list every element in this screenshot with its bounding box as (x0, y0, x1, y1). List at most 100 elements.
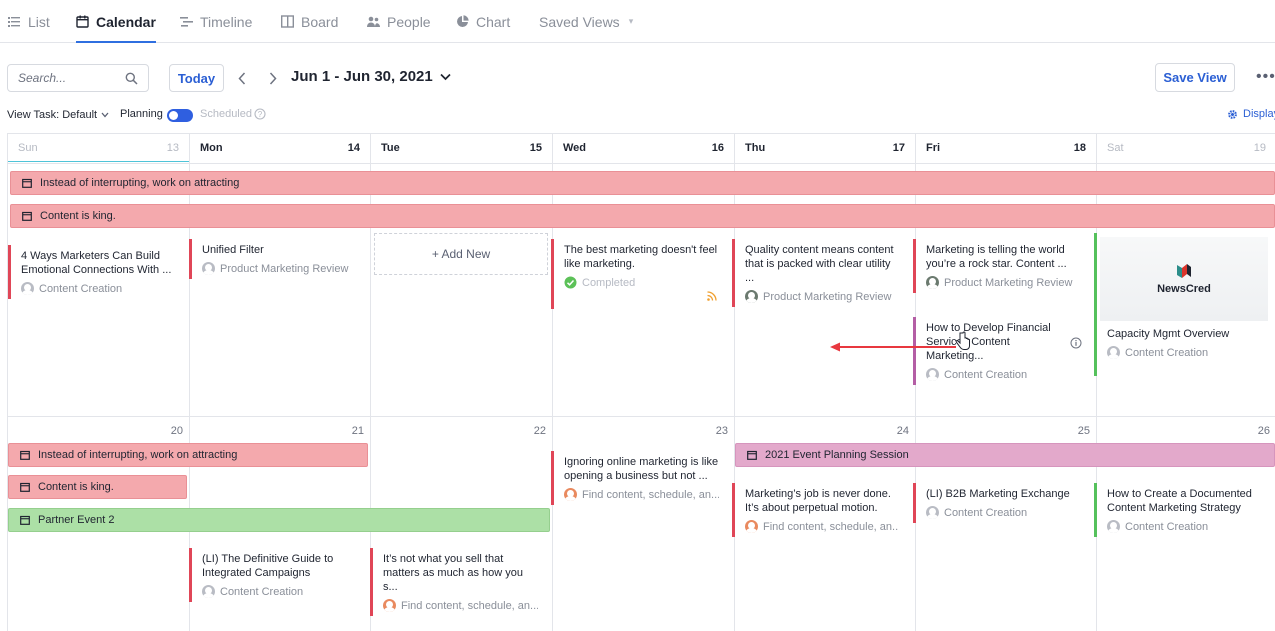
card-title: It’s not what you sell that matters as m… (383, 553, 524, 593)
day-number: 19 (1253, 142, 1266, 154)
search-input[interactable] (18, 71, 118, 85)
event-bar[interactable]: Content is king. (10, 204, 1275, 228)
search-box[interactable] (7, 64, 149, 92)
card-title: (LI) B2B Marketing Exchange (926, 488, 1070, 500)
card-status: Completed (582, 276, 636, 289)
task-card[interactable]: Capacity Mgmt Overview Content Creation (1094, 233, 1275, 376)
logo-text: NewsCred (1157, 283, 1211, 295)
event-title: 2021 Event Planning Session (765, 449, 909, 461)
people-icon (367, 16, 380, 27)
task-card[interactable]: (LI) B2B Marketing Exchange Content Crea… (913, 483, 1088, 523)
event-bar[interactable]: Partner Event 2 (8, 508, 550, 532)
tab-calendar[interactable]: Calendar (76, 0, 156, 43)
task-card[interactable]: How to Create a Documented Content Marke… (1094, 483, 1270, 537)
day-number: 13 (166, 141, 179, 154)
tab-label: People (387, 13, 431, 30)
day-header-tue: Tue 15 (371, 134, 552, 162)
task-card[interactable]: The best marketing doesn't feel like mar… (551, 239, 727, 309)
planning-toggle[interactable] (167, 109, 193, 122)
newscred-logo (1177, 264, 1191, 278)
date-range-picker[interactable]: Jun 1 - Jun 30, 2021 (291, 68, 451, 85)
list-icon (8, 17, 20, 27)
tab-list[interactable]: List (8, 0, 50, 43)
avatar (202, 585, 215, 598)
save-view-button[interactable]: Save View (1155, 63, 1235, 92)
view-options-row: View Task: Default Planning Scheduled ? (7, 108, 266, 122)
day-number: 16 (711, 142, 724, 154)
chevron-down-icon (440, 73, 451, 80)
tab-label: List (28, 13, 50, 30)
task-card[interactable]: How to Develop Financial Services Conten… (913, 317, 1088, 385)
event-title: Partner Event 2 (38, 514, 115, 526)
board-icon (281, 15, 294, 28)
calendar-icon (20, 482, 30, 492)
tab-chart[interactable]: Chart (456, 0, 510, 43)
day-number: 15 (529, 142, 542, 154)
display-button[interactable]: Display (1227, 108, 1275, 120)
task-card[interactable]: Unified Filter Product Marketing Review (189, 239, 364, 279)
tab-label: Calendar (96, 13, 156, 30)
day-header-mon: Mon 14 (190, 134, 370, 162)
event-title: Instead of interrupting, work on attract… (38, 449, 238, 461)
event-bar[interactable]: 2021 Event Planning Session (735, 443, 1275, 467)
today-button[interactable]: Today (169, 64, 224, 92)
card-project: Find content, schedule, an... (763, 520, 899, 533)
task-card[interactable]: 4 Ways Marketers Can Build Emotional Con… (8, 245, 182, 299)
more-options-icon[interactable]: ••• (1256, 68, 1275, 85)
day-header-sun: Sun 13 (8, 134, 189, 162)
day-name: Wed (563, 142, 587, 154)
hand-cursor-icon (955, 331, 970, 350)
event-bar[interactable]: Instead of interrupting, work on attract… (8, 443, 368, 467)
card-project: Content Creation (1125, 520, 1209, 533)
day-number: 23 (715, 425, 728, 437)
next-month-button[interactable] (265, 68, 281, 88)
event-bar[interactable]: Instead of interrupting, work on attract… (10, 171, 1275, 195)
task-card[interactable]: Quality content means content that is pa… (732, 239, 907, 307)
day-number: 17 (892, 142, 905, 154)
tab-saved-views[interactable]: Saved Views ▾ (539, 0, 633, 43)
event-bar[interactable]: Content is king. (8, 475, 187, 499)
view-task-dropdown[interactable]: View Task: Default (7, 109, 109, 121)
chart-icon (457, 15, 469, 27)
avatar (926, 506, 939, 519)
day-number: 18 (1073, 142, 1086, 154)
tab-people[interactable]: People (367, 0, 431, 43)
task-card[interactable]: Ignoring online marketing is like openin… (551, 451, 727, 505)
tab-board[interactable]: Board (281, 0, 338, 43)
card-title: Marketing’s job is never done. It’s abou… (745, 488, 891, 514)
planning-label: Planning (120, 108, 163, 120)
day-name: Mon (200, 142, 223, 154)
avatar (745, 520, 758, 533)
task-card[interactable]: (LI) The Definitive Guide to Integrated … (189, 548, 364, 602)
card-title: The best marketing doesn't feel like mar… (564, 244, 718, 270)
gear-icon (1228, 109, 1237, 119)
task-card[interactable]: Marketing’s job is never done. It’s abou… (732, 483, 907, 537)
card-title: Unified Filter (202, 244, 264, 256)
help-icon[interactable]: ? (254, 108, 266, 120)
card-title: (LI) The Definitive Guide to Integrated … (202, 553, 334, 579)
card-project: Content Creation (1125, 346, 1209, 359)
search-icon (125, 72, 138, 85)
scheduled-label: Scheduled (200, 108, 252, 120)
avatar (1107, 346, 1120, 359)
avatar (564, 488, 577, 501)
task-card[interactable]: Marketing is telling the world you’re a … (913, 239, 1088, 293)
view-task-label: View Task: Default (7, 109, 98, 121)
card-project: Find content, schedule, an... (582, 488, 719, 501)
card-project: Content Creation (220, 585, 304, 598)
day-header-fri: Fri 18 (916, 134, 1096, 162)
chevron-down-icon: ▾ (628, 16, 634, 26)
day-number: 24 (896, 425, 909, 437)
display-label: Display (1243, 108, 1275, 120)
add-new-button[interactable]: + Add New (374, 233, 548, 275)
task-card[interactable]: It’s not what you sell that matters as m… (370, 548, 546, 616)
tab-label: Saved Views (539, 13, 620, 30)
prev-month-button[interactable] (234, 68, 250, 88)
svg-text:?: ? (258, 110, 263, 119)
info-icon[interactable] (1070, 337, 1082, 349)
tab-label: Board (301, 13, 339, 30)
tab-timeline[interactable]: Timeline (180, 0, 252, 43)
day-number: 21 (351, 425, 364, 437)
card-title: How to Create a Documented Content Marke… (1107, 488, 1252, 514)
chevron-down-icon (101, 112, 109, 118)
